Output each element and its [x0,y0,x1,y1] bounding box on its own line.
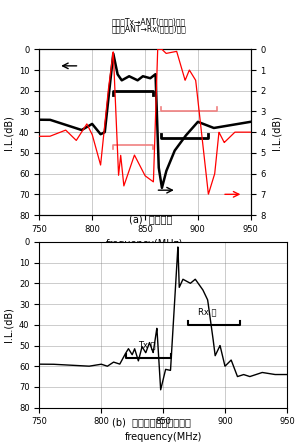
Y-axis label: I.L.(dB): I.L.(dB) [271,115,281,150]
Text: Tx 帯: Tx 帯 [138,340,156,349]
Y-axis label: I.L.(dB): I.L.(dB) [3,307,13,342]
Text: (a)  伝送特性: (a) 伝送特性 [129,214,173,224]
Text: Rx 帯: Rx 帯 [198,307,216,316]
Y-axis label: I.L.(dB): I.L.(dB) [3,115,13,150]
Text: 細線：ANT→Rx(受信側)特性: 細線：ANT→Rx(受信側)特性 [112,24,187,33]
Text: (b)  アイソレーション特性: (b) アイソレーション特性 [111,417,191,426]
X-axis label: frequency(MHz): frequency(MHz) [106,239,184,250]
X-axis label: frequency(MHz): frequency(MHz) [124,432,202,442]
Text: 太線：Tx→ANT(送信側)特性: 太線：Tx→ANT(送信側)特性 [112,17,186,26]
